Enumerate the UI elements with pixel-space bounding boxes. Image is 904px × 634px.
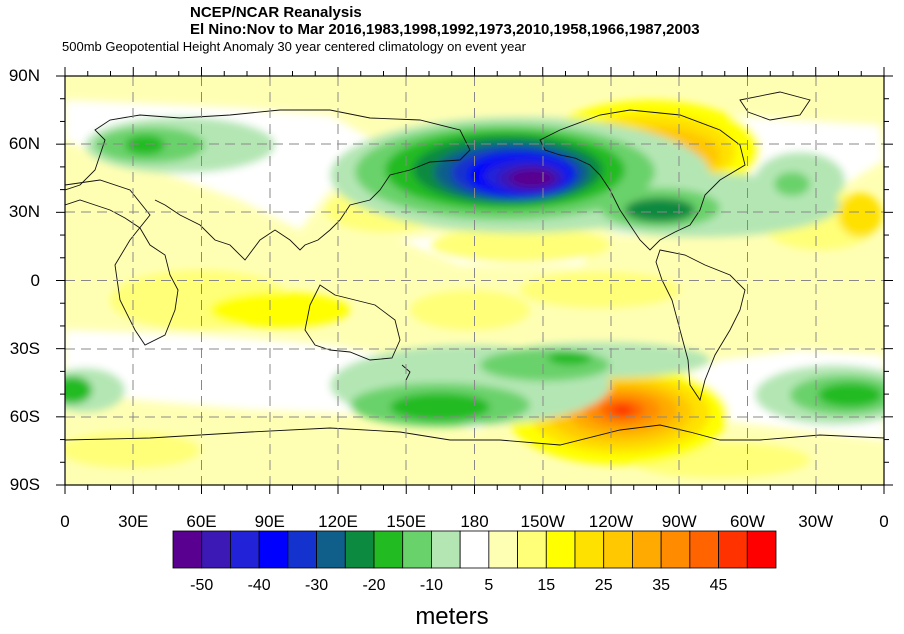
x-tick-label: 0 bbox=[879, 512, 889, 531]
colorbar-swatch bbox=[287, 530, 317, 569]
colorbar bbox=[172, 530, 777, 569]
positive-region bbox=[612, 405, 632, 415]
negative-region bbox=[480, 349, 610, 381]
y-tick-label: 90S bbox=[9, 475, 40, 494]
y-tick-label: 60S bbox=[9, 406, 40, 426]
chart-description: 500mb Geopotential Height Anomaly 30 yea… bbox=[62, 39, 526, 54]
colorbar-swatch bbox=[344, 530, 375, 569]
grid-lines bbox=[65, 76, 884, 485]
y-tick-label: 60N bbox=[8, 134, 40, 154]
x-tick-label: 30E bbox=[118, 512, 149, 531]
colorbar-swatch bbox=[402, 530, 432, 569]
colorbar-swatch bbox=[603, 530, 633, 569]
y-tick-label: 0 bbox=[30, 270, 40, 290]
axis-ticks bbox=[56, 67, 893, 494]
colorbar-label: 25 bbox=[594, 577, 613, 594]
x-tick-label: 30W bbox=[798, 512, 834, 531]
colorbar-swatch bbox=[517, 530, 547, 569]
y-tick-label: 90N bbox=[8, 66, 40, 85]
colorbar-swatch bbox=[574, 530, 605, 569]
colorbar-swatch bbox=[689, 530, 719, 569]
x-tick-label: 180 bbox=[460, 512, 489, 531]
colorbar-swatch bbox=[545, 530, 576, 569]
colorbar-label: 5 bbox=[484, 577, 494, 594]
positive-region bbox=[520, 272, 680, 308]
positive-region bbox=[210, 292, 350, 328]
x-tick-label: 90W bbox=[661, 512, 697, 531]
colorbar-label: 35 bbox=[652, 577, 671, 594]
colorbar-label: 45 bbox=[709, 577, 728, 594]
colorbar-label: -50 bbox=[190, 577, 214, 594]
colorbar-swatch bbox=[459, 530, 490, 569]
colorbar-swatch bbox=[718, 530, 748, 569]
chart-title: NCEP/NCAR Reanalysis bbox=[190, 4, 362, 21]
colorbar-swatch bbox=[258, 530, 289, 569]
negative-region bbox=[625, 198, 695, 222]
colorbar-swatch bbox=[746, 530, 777, 569]
negative-region bbox=[818, 383, 882, 407]
x-tick-label: 60W bbox=[730, 512, 765, 531]
colorbar-units: meters bbox=[415, 603, 489, 630]
x-tick-label: 0 bbox=[60, 512, 70, 531]
colorbar-swatch bbox=[230, 530, 260, 569]
colorbar-label: -30 bbox=[305, 577, 329, 594]
negative-region bbox=[510, 169, 554, 187]
x-tick-label: 90E bbox=[254, 512, 285, 531]
positive-region bbox=[838, 193, 882, 237]
colorbar-swatch bbox=[431, 530, 461, 569]
colorbar-swatch bbox=[488, 530, 518, 569]
positive-region bbox=[410, 290, 530, 330]
negative-region bbox=[125, 135, 165, 155]
colorbar-swatch bbox=[316, 530, 346, 569]
colorbar-label: -40 bbox=[247, 577, 271, 594]
anomaly-contours bbox=[65, 100, 884, 478]
x-tick-label: 60E bbox=[186, 512, 217, 531]
colorbar-label: -20 bbox=[362, 577, 386, 594]
negative-region bbox=[548, 351, 592, 365]
colorbar-swatch bbox=[632, 530, 662, 569]
positive-region bbox=[65, 432, 200, 468]
coastlines bbox=[65, 91, 884, 446]
colorbar-swatch bbox=[373, 530, 404, 569]
colorbar-label: 15 bbox=[537, 577, 556, 594]
negative-region bbox=[774, 172, 810, 196]
x-tick-label: 120E bbox=[318, 512, 358, 531]
x-tick-label: 120W bbox=[588, 512, 634, 531]
chart-subtitle: El Nino:Nov to Mar 2016,1983,1998,1992,1… bbox=[190, 21, 700, 38]
colorbar-swatch bbox=[201, 530, 231, 569]
negative-region bbox=[65, 376, 92, 404]
colorbar-swatch bbox=[660, 530, 691, 569]
x-tick-label: 150E bbox=[386, 512, 427, 531]
x-tick-label: 150W bbox=[520, 512, 565, 531]
y-tick-label: 30S bbox=[9, 338, 40, 358]
colorbar-label: -10 bbox=[419, 577, 443, 594]
anomaly-field bbox=[65, 76, 884, 485]
colorbar-swatch bbox=[172, 530, 203, 569]
negative-region bbox=[390, 393, 490, 421]
y-tick-label: 30N bbox=[8, 202, 40, 222]
